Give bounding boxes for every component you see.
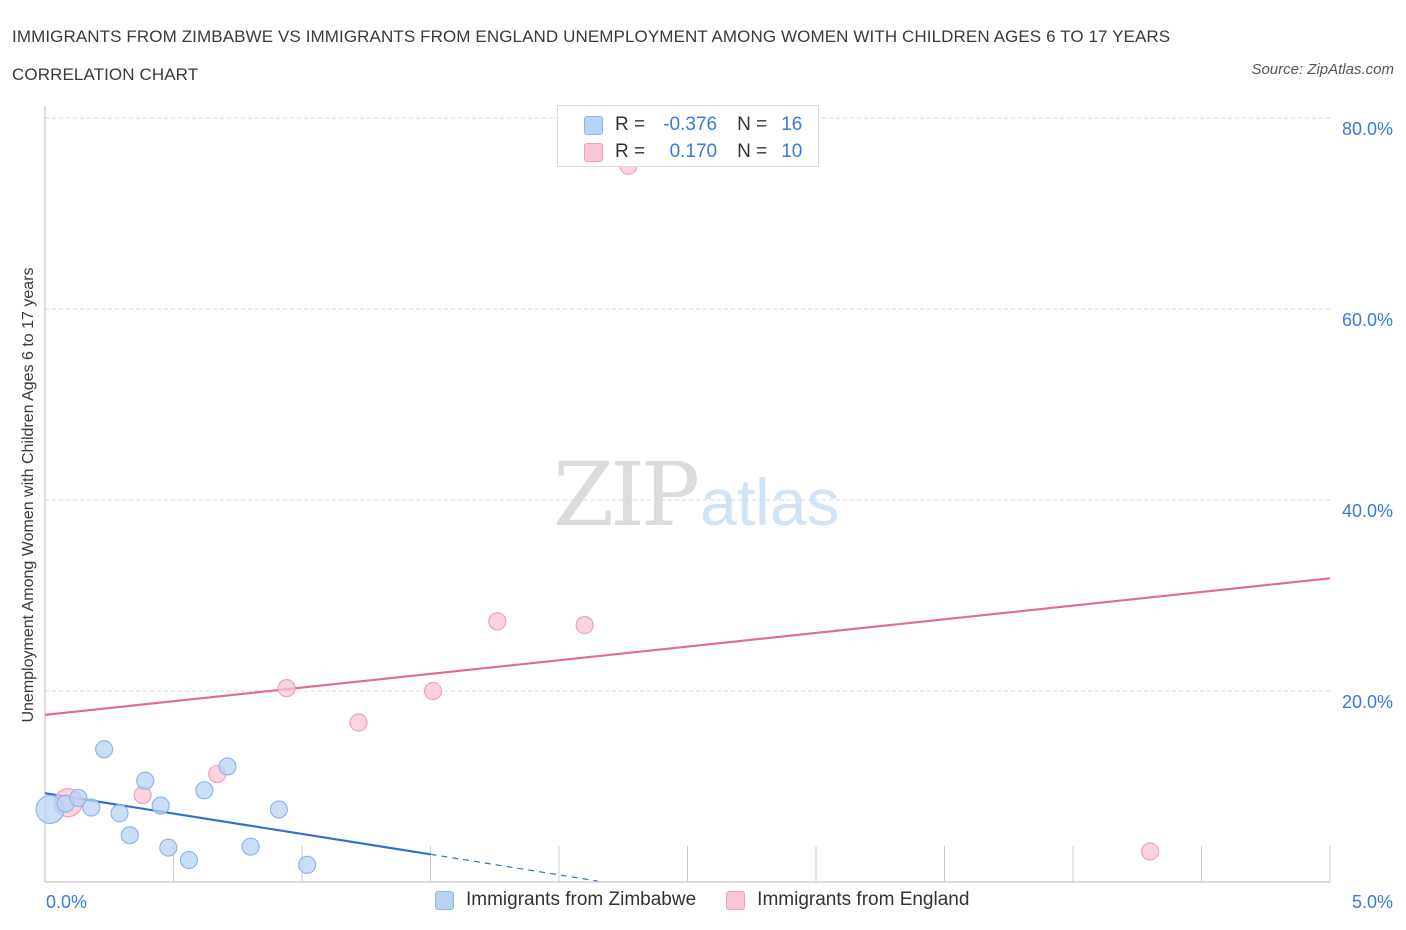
zimbabwe-swatch	[584, 115, 603, 135]
england-point	[1140, 842, 1160, 861]
x-tick-label: 0.0%	[46, 892, 87, 912]
zimbabwe-point	[218, 757, 237, 776]
england-trend-line	[44, 577, 1331, 716]
stats-row-zimbabwe: R = -0.376 N = 16	[584, 112, 809, 138]
chart-title: IMMIGRANTS FROM ZIMBABWE VS IMMIGRANTS F…	[12, 27, 1171, 84]
zimbabwe-point	[136, 771, 155, 790]
y-tick-label: 80.0%	[1342, 119, 1393, 139]
grid-layer	[45, 117, 1330, 692]
r-value: -0.376	[663, 114, 718, 135]
zimbabwe-point	[120, 826, 139, 845]
zimbabwe-point	[82, 798, 101, 817]
n-value: 16	[781, 114, 803, 135]
zimbabwe-swatch	[435, 890, 454, 910]
england-swatch	[726, 890, 746, 910]
zimbabwe-point	[195, 781, 214, 800]
point-layer	[35, 156, 1160, 874]
zimbabwe-point	[298, 855, 317, 874]
trend-layer	[44, 577, 1331, 882]
zimbabwe-point	[95, 740, 114, 759]
tick-label-layer: 20.0% 40.0% 60.0% 80.0% 0.0% 5.0%	[46, 119, 1393, 912]
legend-item-zimbabwe[interactable]: Immigrants from Zimbabwe	[435, 889, 696, 911]
england-point	[277, 679, 296, 698]
n-value: 10	[781, 141, 803, 162]
zimbabwe-point	[159, 838, 178, 857]
r-label: R =	[615, 114, 646, 135]
stats-row-england: R = 0.170 N = 10	[584, 139, 809, 165]
x-tick-label: 5.0%	[1352, 892, 1393, 912]
zimbabwe-point	[151, 796, 170, 815]
n-label: N =	[737, 114, 768, 135]
stats-legend: R = -0.376 N = 16 R = 0.170 N = 10	[557, 105, 819, 167]
zimbabwe-point	[110, 804, 129, 823]
y-tick-label: 40.0%	[1342, 501, 1393, 521]
n-label: N =	[737, 141, 768, 162]
zimbabwe-point	[179, 850, 199, 870]
england-swatch	[584, 142, 603, 162]
axis-layer	[44, 106, 1331, 883]
zimbabwe-point	[69, 788, 88, 808]
zimbabwe-point	[269, 800, 288, 819]
y-tick-label: 20.0%	[1342, 692, 1393, 712]
y-tick-label: 60.0%	[1342, 310, 1393, 330]
england-point	[349, 713, 368, 732]
zimbabwe-trend-extension	[430, 853, 598, 882]
england-point	[488, 612, 507, 631]
zimbabwe-point	[241, 837, 260, 856]
england-point	[575, 616, 594, 635]
r-value: 0.170	[669, 141, 718, 162]
series-legend: Immigrants from Zimbabwe Immigrants from…	[435, 889, 999, 911]
legend-label-zimbabwe: Immigrants from Zimbabwe	[466, 889, 697, 910]
r-label: R =	[615, 141, 646, 162]
legend-item-england[interactable]: Immigrants from England	[726, 889, 969, 911]
england-point	[423, 681, 443, 701]
chart-source: Source: ZipAtlas.com	[1251, 61, 1394, 78]
zimbabwe-trend-line	[44, 792, 431, 856]
legend-label-england: Immigrants from England	[757, 889, 970, 910]
